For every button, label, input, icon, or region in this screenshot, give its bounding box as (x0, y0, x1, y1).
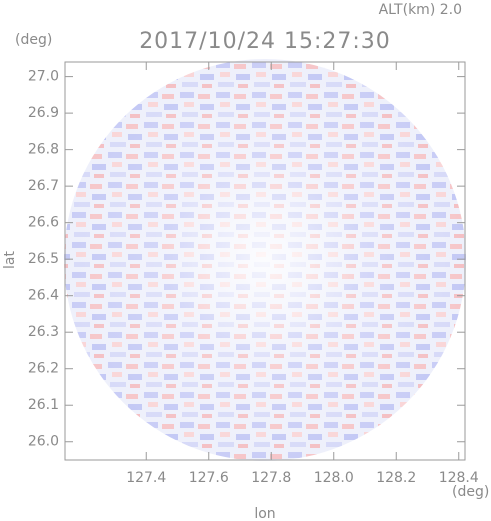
x-tick-label: 128.4 (439, 470, 479, 486)
y-tick-label: 26.3 (28, 324, 59, 340)
chart-title: 2017/10/24 15:27:30 (139, 29, 391, 54)
y-unit: (deg) (15, 32, 52, 48)
y-tick-label: 26.5 (28, 251, 59, 267)
y-tick-label: 26.1 (28, 397, 59, 413)
y-tick-label: 26.7 (28, 178, 59, 194)
x-tick-label: 128.0 (314, 470, 354, 486)
radar-disc (64, 59, 466, 461)
x-tick-label: 127.6 (189, 470, 229, 486)
x-tick-label: 127.8 (251, 470, 291, 486)
x-tick-label: 127.4 (126, 470, 166, 486)
y-tick-label: 26.4 (28, 288, 59, 304)
y-tick-label: 26.8 (28, 142, 59, 158)
x-unit: (deg) (452, 484, 489, 500)
x-tick-label: 128.2 (376, 470, 416, 486)
plot-frame (64, 61, 466, 461)
x-axis-label: lon (254, 506, 275, 521)
y-tick-label: 26.9 (28, 105, 59, 121)
altitude-label: ALT(km) 2.0 (379, 2, 462, 18)
y-tick-label: 26.6 (28, 215, 59, 231)
y-axis-label: lat (2, 251, 18, 269)
y-tick-label: 26.0 (28, 434, 59, 450)
y-tick-label: 27.0 (28, 69, 59, 85)
y-tick-label: 26.2 (28, 361, 59, 377)
